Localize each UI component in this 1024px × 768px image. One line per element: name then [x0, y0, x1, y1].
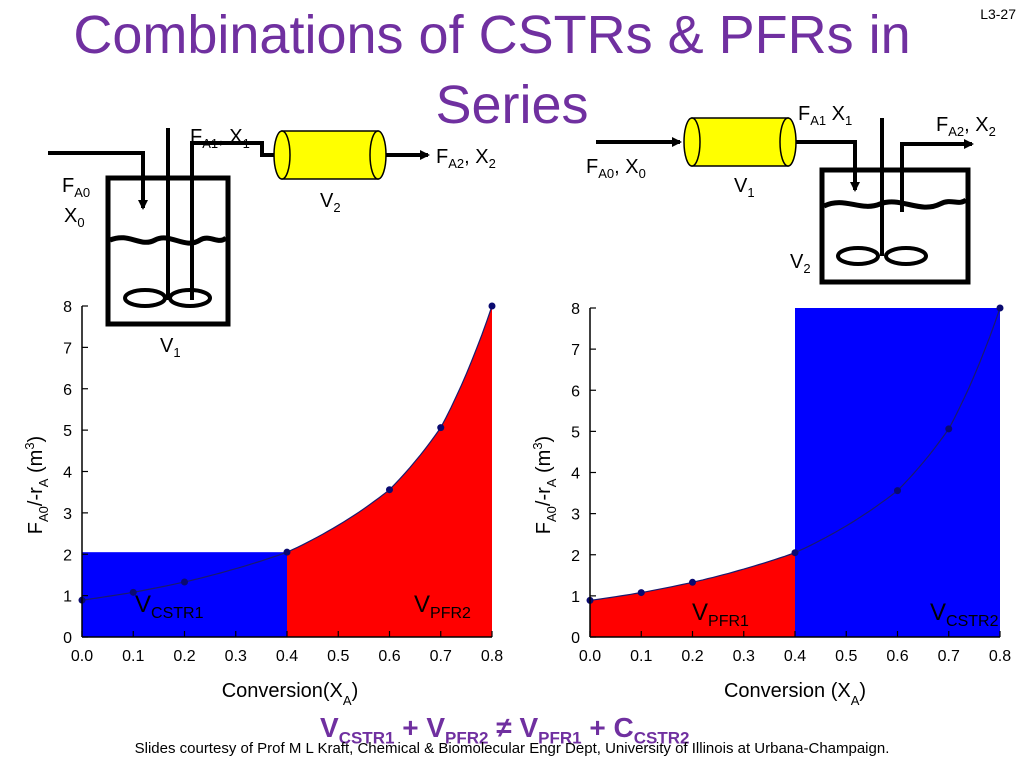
data-point	[945, 425, 953, 433]
right-feed-label: FA0, X0	[586, 156, 646, 181]
left-outlet-pipe	[190, 141, 276, 300]
x-tick-label: 0.8	[481, 648, 503, 665]
x-tick-label: 0.0	[71, 648, 93, 665]
y-tick-label: 1	[63, 589, 72, 606]
left-out-stream-label: FA2, X2	[436, 146, 496, 171]
data-point	[894, 487, 901, 495]
left-mid-stream-label: FA1, X1	[190, 126, 250, 151]
region-cstr2-area	[795, 308, 1000, 637]
x-tick-label: 0.8	[989, 648, 1011, 665]
x-tick-label: 0.7	[938, 648, 960, 665]
volume-comparison-equation: VCSTR1 + VPFR2 ≠ VPFR1 + CCSTR2	[320, 712, 690, 748]
y-tick-label: 5	[571, 424, 580, 441]
data-point	[488, 302, 496, 310]
left-cstr-volume-label: V1	[160, 335, 181, 360]
x-tick-label: 0.2	[173, 648, 195, 665]
x-tick-label: 0.5	[327, 648, 349, 665]
data-point	[996, 304, 1004, 312]
y-tick-label: 7	[571, 342, 580, 359]
region-label-cstr2: VCSTR2	[930, 599, 999, 630]
y-tick-label: 4	[63, 465, 72, 482]
left-cstr-liquid-level	[109, 235, 228, 246]
x-tick-label: 0.7	[430, 648, 452, 665]
right-out-stream-label: FA2, X2	[936, 114, 996, 139]
x-tick-label: 0.6	[886, 648, 908, 665]
left-feed-conversion-label: X0	[64, 205, 85, 230]
right-process-diagram: FA0, X0 FA1 X1 FA2, X2 V1 V2	[586, 103, 996, 285]
y-tick-label: 2	[571, 548, 580, 565]
y-tick-label: 6	[63, 382, 72, 399]
y-tick-label: 6	[571, 383, 580, 400]
data-point	[129, 588, 137, 596]
x-tick-label: 0.0	[579, 648, 601, 665]
region-label-pfr2: VPFR2	[414, 591, 471, 622]
data-point	[791, 549, 799, 557]
page-title: Combinations of CSTRs & PFRs in Series	[0, 0, 1024, 140]
y-tick-label: 0	[63, 630, 72, 647]
y-tick-label: 0	[571, 630, 580, 647]
x-tick-label: 0.1	[630, 648, 652, 665]
y-tick-label: 5	[63, 423, 72, 440]
right-cstr-volume-label: V2	[790, 251, 811, 276]
right-levenspiel-chart: 0.0 0.1 0.2 0.3 0.4 0.5 0.6 0.7 0.8 0 1 2 3 4 5 6 7 8 Conv…	[530, 301, 1011, 708]
y-axis-label: FA0/-rA (m3)	[530, 436, 559, 534]
right-cstr-liquid-level	[822, 197, 968, 210]
region-pfr2-area	[287, 306, 492, 637]
left-feed-arrow	[48, 151, 148, 210]
y-tick-label: 4	[571, 466, 580, 483]
x-axis-label: Conversion (XA)	[724, 680, 866, 708]
data-point	[689, 578, 696, 586]
data-point	[386, 486, 393, 494]
y-tick-label: 8	[63, 299, 72, 316]
region-label-cstr1: VCSTR1	[135, 591, 204, 622]
slide-number: L3-27	[980, 6, 1016, 22]
x-tick-label: 0.4	[784, 648, 806, 665]
right-impeller-blade	[884, 246, 928, 266]
y-tick-label: 8	[571, 301, 580, 318]
data-point	[637, 589, 645, 597]
y-tick-label: 2	[63, 547, 72, 564]
x-axis-label: Conversion(XA)	[222, 680, 359, 708]
x-tick-label: 0.4	[276, 648, 298, 665]
y-tick-label: 3	[63, 506, 72, 523]
title-line-2: Series	[435, 75, 589, 135]
y-tick-label: 7	[63, 340, 72, 357]
left-levenspiel-chart: 0.0 0.1 0.2 0.3 0.4 0.5 0.6 0.7 0.8 0 1 2 3 4 5 6 7 8 Conv…	[22, 299, 503, 708]
footer-credit: Slides courtesy of Prof M L Kraft, Chemi…	[134, 740, 890, 757]
data-point	[283, 548, 291, 556]
left-process-diagram: FA0 X0 FA1, X1 FA2, X2 V2 V1	[48, 126, 496, 360]
left-pfr-volume-label: V2	[320, 190, 341, 215]
data-point	[181, 578, 188, 586]
left-pfr-cylinder	[273, 130, 387, 180]
right-product-arrow	[900, 139, 974, 212]
data-point	[437, 424, 445, 432]
x-tick-label: 0.2	[681, 648, 703, 665]
title-line-1: Combinations of CSTRs & PFRs in	[73, 5, 911, 65]
right-pfr-volume-label: V1	[734, 175, 755, 200]
region-label-pfr1: VPFR1	[692, 599, 749, 630]
region-pfr1-area	[590, 552, 795, 637]
x-tick-label: 0.1	[122, 648, 144, 665]
x-tick-label: 0.3	[733, 648, 755, 665]
region-cstr1-area	[82, 552, 287, 637]
right-mid-stream-label: FA1 X1	[798, 103, 852, 128]
right-impeller-blade	[836, 246, 880, 266]
x-tick-label: 0.3	[225, 648, 247, 665]
y-axis-label: FA0/-rA (m3)	[22, 436, 51, 534]
y-tick-label: 3	[571, 507, 580, 524]
right-pfr-cylinder	[683, 117, 797, 167]
left-impeller-blade	[123, 288, 167, 308]
x-tick-label: 0.6	[378, 648, 400, 665]
x-tick-label: 0.5	[835, 648, 857, 665]
y-tick-label: 1	[571, 589, 580, 606]
left-feed-label: FA0	[62, 175, 90, 200]
right-transfer-arrow	[796, 140, 860, 192]
right-cstr-vessel	[819, 167, 971, 285]
